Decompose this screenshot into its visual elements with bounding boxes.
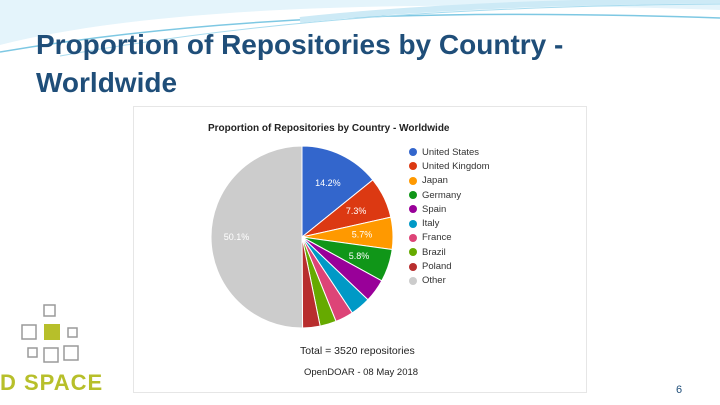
dspace-logo-text: D SPACE — [0, 370, 104, 395]
legend-swatch — [409, 219, 417, 228]
pie-label-united-kingdom: 7.3% — [346, 206, 367, 216]
legend-item: Brazil — [409, 245, 490, 259]
total-label: Total = 3520 repositories — [300, 345, 415, 357]
legend-label: France — [422, 232, 452, 244]
header-swoosh — [0, 0, 720, 57]
legend-swatch — [409, 233, 417, 242]
legend-swatch — [409, 205, 417, 214]
pie-label-germany: 5.8% — [349, 251, 370, 261]
pie-label-japan: 5.7% — [352, 230, 373, 240]
legend-item: Poland — [409, 259, 490, 273]
legend-label: Germany — [422, 189, 462, 201]
page-number: 6 — [676, 384, 683, 396]
legend-item: Germany — [409, 188, 490, 202]
chart-title: Proportion of Repositories by Country - … — [208, 123, 450, 134]
chart-frame: Proportion of Repositories by Country - … — [133, 106, 587, 393]
legend-swatch — [409, 191, 417, 200]
legend-item: Japan — [409, 174, 490, 188]
slide-title: Proportion of Repositories by Country - … — [36, 29, 564, 98]
legend-label: United Kingdom — [422, 160, 490, 172]
legend-label: Japan — [422, 175, 448, 187]
legend-swatch — [409, 276, 417, 285]
legend-item: United Kingdom — [409, 159, 490, 173]
legend-swatch — [409, 148, 417, 157]
pie-label-other: 50.1% — [224, 232, 250, 242]
legend-label: Italy — [422, 218, 440, 230]
legend-item: Italy — [409, 216, 490, 230]
chart-legend: United States United Kingdom Japan Germany S… — [409, 145, 490, 288]
dspace-logo-mark — [21, 304, 79, 363]
legend-swatch — [409, 262, 417, 271]
legend-label: United States — [422, 146, 480, 158]
legend-item: Spain — [409, 202, 490, 216]
legend-label: Poland — [422, 261, 452, 273]
legend-swatch — [409, 162, 417, 171]
pie-slice-united-states — [301, 145, 374, 239]
legend-swatch — [409, 176, 417, 185]
legend-label: Spain — [422, 203, 447, 215]
pie-slice-other — [210, 145, 304, 329]
source-label: OpenDOAR - 08 May 2018 — [304, 367, 419, 378]
pie-chart: 14.2% 7.3% 5.7% 5.8% 50.1% — [210, 145, 394, 329]
pie-label-united-states: 14.2% — [315, 178, 341, 188]
legend-item: Other — [409, 274, 490, 288]
legend-label: Other — [422, 275, 446, 287]
legend-item: United States — [409, 145, 490, 159]
legend-item: France — [409, 231, 490, 245]
legend-swatch — [409, 248, 417, 257]
legend-label: Brazil — [422, 246, 446, 258]
